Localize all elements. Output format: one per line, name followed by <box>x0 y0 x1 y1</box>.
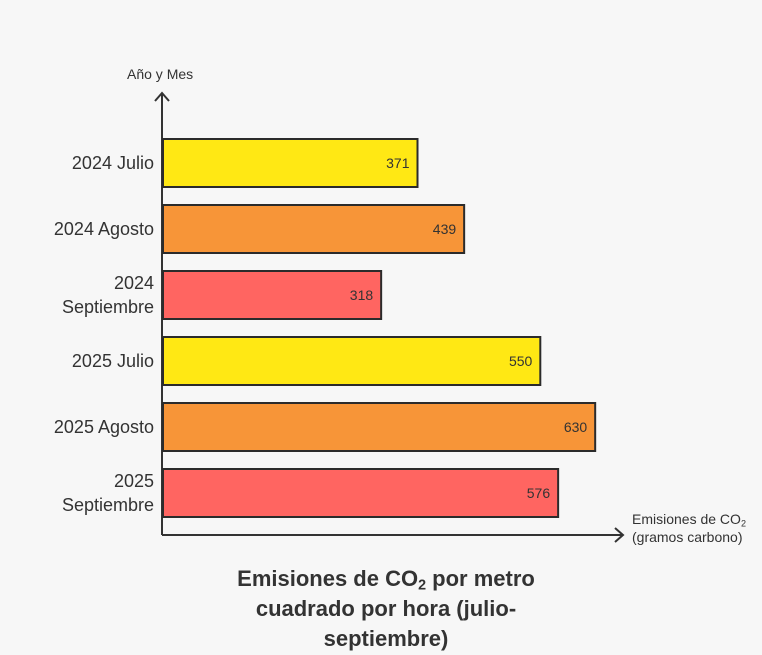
y-axis-title: Año y Mes <box>127 66 194 82</box>
bar <box>162 336 542 386</box>
chart-title-part1: Emisiones de CO <box>237 566 419 591</box>
bar <box>162 468 560 518</box>
chart-title-part2: por metro cuadrado por hora (julio-septi… <box>255 566 535 651</box>
bar-value-label: 318 <box>350 287 374 303</box>
y-tick-label: 2024 Septiembre <box>62 271 154 319</box>
bar <box>162 270 383 320</box>
x-axis-title-subscript: 2 <box>740 518 746 529</box>
x-axis-title-part1: Emisiones de CO <box>632 511 741 527</box>
y-tick-label: 2024 Agosto <box>54 217 154 241</box>
y-tick-label: 2025 Septiembre <box>62 469 154 517</box>
chart-title: Emisiones de CO2 por metro cuadrado por … <box>200 564 572 654</box>
bar <box>162 402 597 452</box>
y-tick-label-line1: 2025 Julio <box>71 351 154 371</box>
y-tick-label-line2: Septiembre <box>61 297 154 317</box>
y-tick-label: 2025 Julio <box>72 349 154 373</box>
bar-value-label: 630 <box>564 419 588 435</box>
y-tick-label-line1: 2024 <box>113 273 154 293</box>
bar-value-label: 439 <box>433 221 457 237</box>
x-axis-title-part2: (gramos carbono) <box>632 529 743 545</box>
bar <box>162 138 419 188</box>
y-tick-label-line2: Septiembre <box>61 495 154 515</box>
y-tick-label-line1: 2024 Agosto <box>53 219 154 239</box>
y-tick-label-line1: 2025 <box>113 471 154 491</box>
bar-value-label: 371 <box>386 155 410 171</box>
y-tick-label-line1: 2025 Agosto <box>53 417 154 437</box>
x-axis-arrow-icon <box>614 527 625 543</box>
bar-value-label: 550 <box>509 353 533 369</box>
bar <box>162 204 466 254</box>
chart-title-subscript: 2 <box>418 577 427 594</box>
y-tick-label: 2024 Julio <box>72 151 154 175</box>
y-axis-arrow-icon <box>154 91 170 102</box>
y-tick-label-line1: 2024 Julio <box>71 153 154 173</box>
x-axis-title: Emisiones de CO2 (gramos carbono) <box>632 510 757 546</box>
bar-value-label: 576 <box>527 485 551 501</box>
y-tick-label: 2025 Agosto <box>54 415 154 439</box>
